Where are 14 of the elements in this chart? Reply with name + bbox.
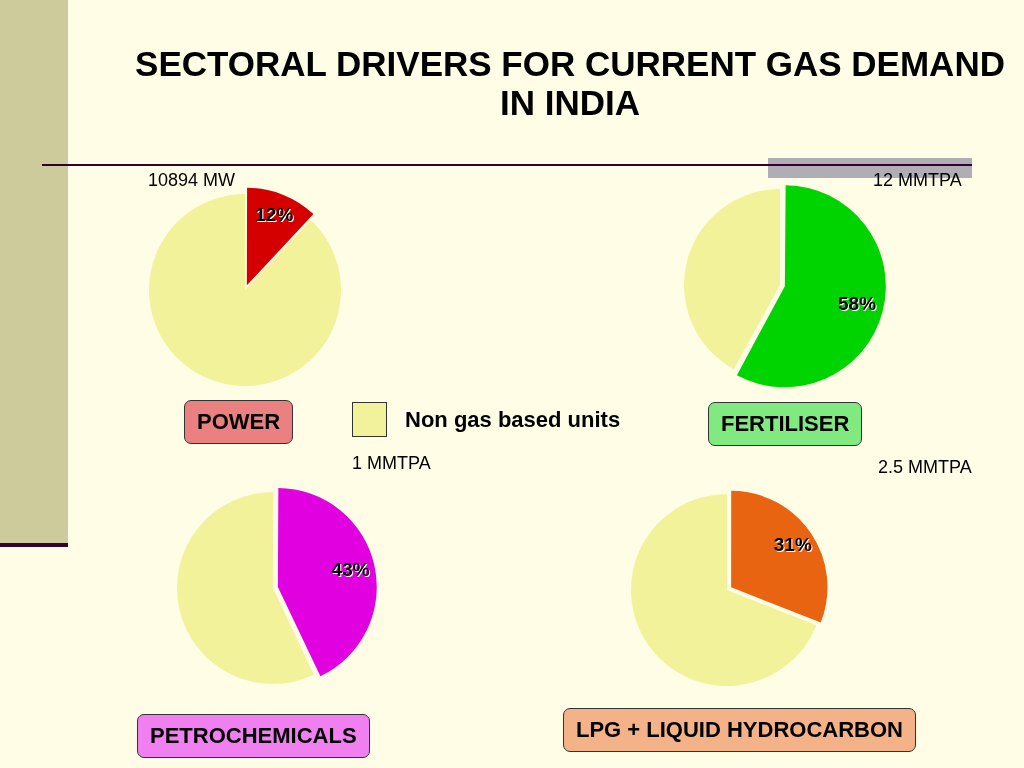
- text: LPG + LIQUID HYDROCARBON: [563, 708, 916, 752]
- data-label: 31%: [773, 533, 812, 555]
- text: 1 MMTPA: [352, 453, 431, 474]
- text: 12 MMTPA: [873, 170, 962, 191]
- data-label: 58%: [839, 294, 878, 316]
- legend-label: Non gas based units: [405, 406, 621, 433]
- data-label: 12%: [255, 204, 294, 226]
- text: 10894 MW: [148, 170, 236, 191]
- data-label: 43%: [331, 558, 370, 580]
- text: 2.5 MMTPA: [878, 457, 972, 478]
- text: FERTILISER: [708, 402, 863, 446]
- text: PETROCHEMICALS: [137, 714, 370, 758]
- text: POWER: [184, 400, 294, 444]
- text: SECTORAL DRIVERS FOR CURRENT GAS DEMAND IN INDIA: [134, 44, 1006, 122]
